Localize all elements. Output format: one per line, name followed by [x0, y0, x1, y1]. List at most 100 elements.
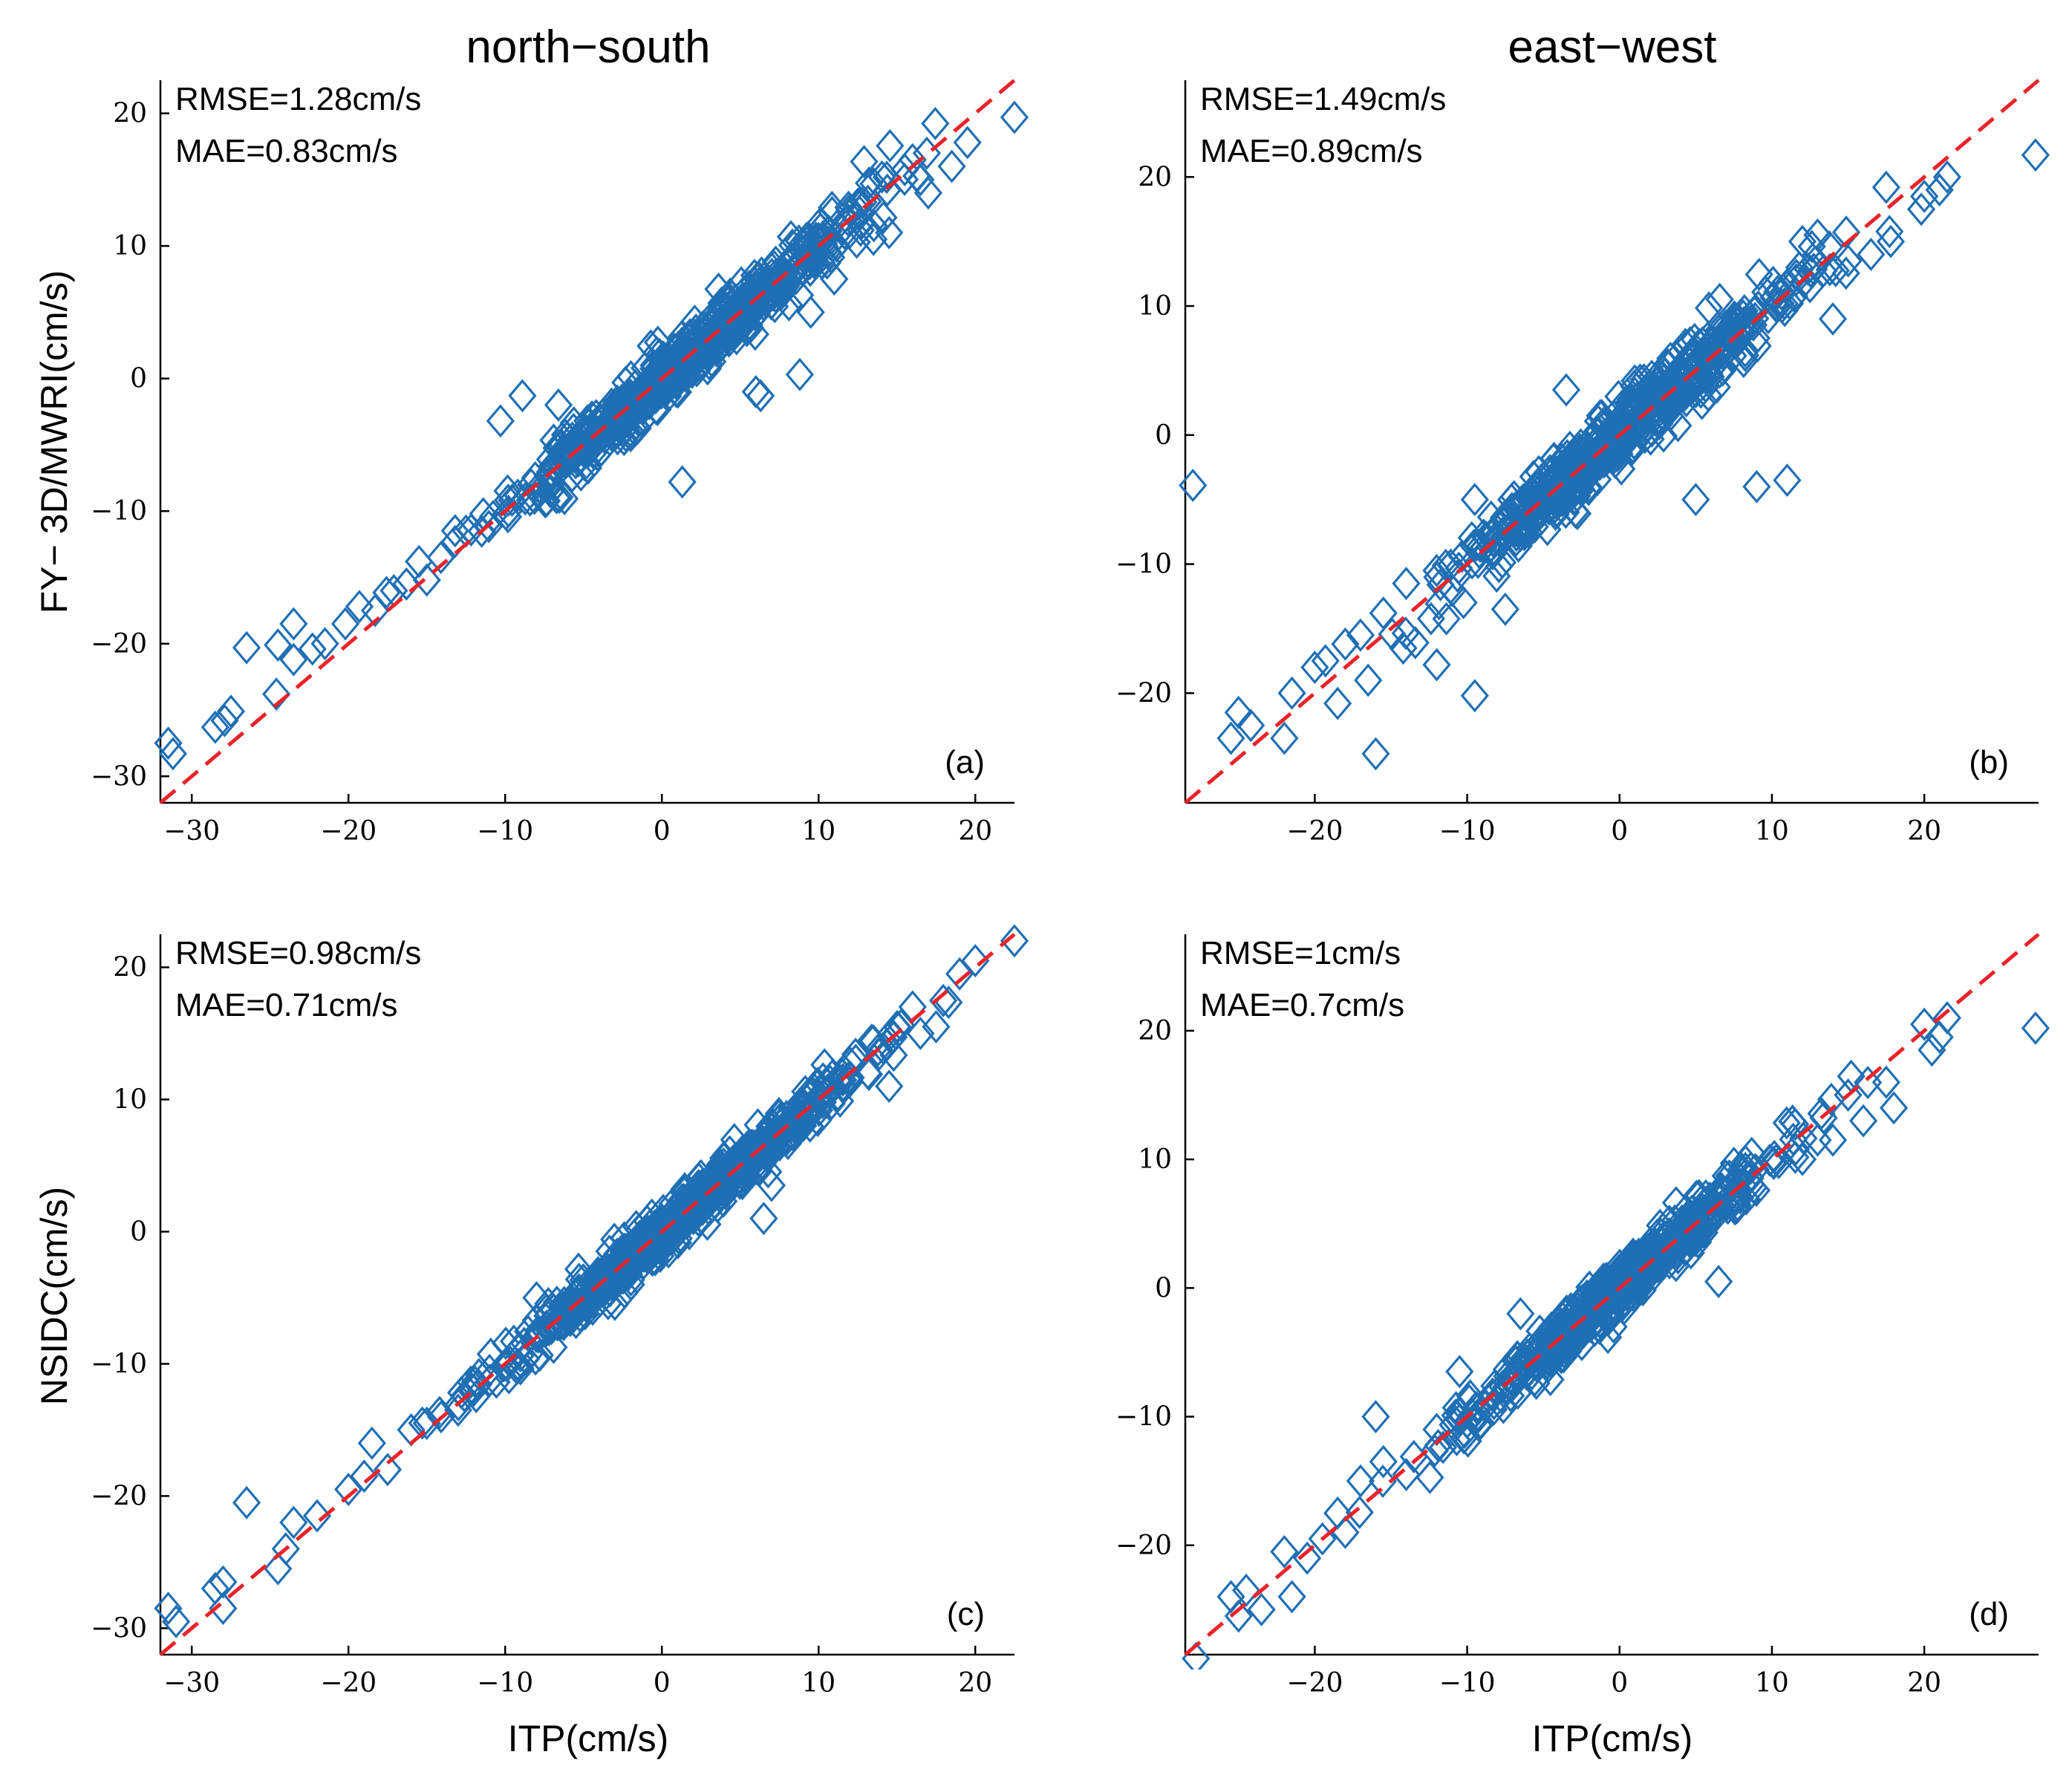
scatter-point — [1513, 1338, 1542, 1372]
scatter-point — [1224, 695, 1253, 729]
scatter-point — [271, 1532, 300, 1566]
scatter-point — [1925, 173, 1954, 207]
scatter-point — [1593, 1320, 1623, 1355]
scatter-point — [1392, 567, 1421, 601]
scatter-point — [1300, 651, 1329, 685]
scatter-point — [310, 627, 339, 661]
scatter-point — [854, 1058, 884, 1092]
scatter-point — [850, 145, 879, 179]
scatter-point — [1538, 1329, 1567, 1364]
scatter-point — [796, 295, 825, 329]
scatter-point — [785, 357, 815, 391]
scatter-point — [1744, 258, 1773, 292]
scatter-point — [1910, 179, 1939, 213]
scatter-point — [1918, 1033, 1946, 1067]
x-tick-label: −10 — [1439, 816, 1496, 847]
scatter-point — [1626, 1269, 1655, 1303]
scatter-point — [746, 379, 775, 413]
scatter-point — [457, 513, 486, 547]
scatter-point — [1693, 321, 1722, 355]
scatter-point — [640, 1211, 669, 1245]
y-axis-title-top-row: FY− 3D/MWRI(cm/s) — [33, 270, 75, 613]
y-tick-label: 20 — [1138, 1016, 1172, 1046]
scatter-point — [232, 1485, 261, 1519]
reference-line-1to1 — [1184, 933, 2040, 1656]
scatter-point — [232, 631, 261, 665]
scatter-point — [668, 465, 697, 499]
scatter-point — [1422, 648, 1451, 682]
scatter-point — [1369, 1444, 1398, 1479]
scatter-point — [841, 202, 871, 236]
scatter-point — [864, 1037, 894, 1071]
scatter-point — [1551, 373, 1581, 407]
scatter-point — [835, 216, 864, 250]
scatter-point — [444, 1388, 473, 1422]
scatter-point — [524, 470, 553, 504]
panel-label: (d) — [1969, 1596, 2009, 1632]
scatter-point — [554, 441, 583, 475]
scatter-point — [1742, 469, 1771, 504]
scatter-point — [216, 694, 246, 729]
reference-line-1to1 — [159, 79, 1016, 804]
scatter-point — [1182, 1641, 1211, 1669]
scatter-point — [1731, 1144, 1760, 1179]
scatter-point — [1932, 1001, 1961, 1035]
scatter-point — [1694, 291, 1724, 325]
panel-d: −20 −10 0 10 20 −20 −10 0 10 20 RMSE=1cm/s MAE=0.7c… — [1115, 933, 2050, 1698]
scatter-point — [475, 1364, 504, 1398]
scatter-point — [1401, 625, 1430, 659]
scatter-point — [1346, 618, 1375, 652]
scatter-point — [588, 1265, 617, 1300]
scatter-point — [1432, 602, 1461, 636]
scatter-point — [720, 309, 749, 343]
scatter-point — [512, 1342, 541, 1376]
scatter-point — [1675, 326, 1704, 360]
scatter-point — [741, 375, 770, 409]
scatter-point — [1587, 398, 1616, 432]
scatter-point — [1459, 529, 1488, 563]
scatter-point — [835, 193, 864, 227]
scatter-point — [1763, 275, 1792, 309]
scatter-point — [879, 1020, 908, 1055]
x-tick-label: −10 — [477, 1668, 533, 1698]
scatter-point — [2021, 138, 2050, 172]
scatter-point — [405, 544, 434, 579]
scatter-point — [1671, 328, 1700, 362]
scatter-point — [1449, 585, 1478, 619]
scatter-point — [1551, 495, 1580, 530]
x-tick-label: 0 — [654, 1668, 671, 1698]
reference-line-1to1 — [159, 933, 1016, 1656]
scatter-point — [843, 187, 873, 221]
scatter-point — [765, 1128, 795, 1162]
scatter-point — [902, 159, 931, 193]
scatter-point — [1857, 238, 1886, 272]
scatter-point — [493, 474, 522, 508]
scatter-point — [1645, 1232, 1674, 1265]
scatter-point — [1436, 548, 1465, 582]
scatter-point — [1000, 924, 1029, 958]
rmse-label: RMSE=1cm/s — [1200, 935, 1401, 971]
scatter-point — [785, 237, 814, 270]
y-axis-title-bottom-row: NSIDC(cm/s) — [33, 1187, 75, 1405]
scatter-point — [1603, 411, 1632, 445]
scatter-point — [1674, 1205, 1703, 1239]
scatter-point — [748, 283, 777, 317]
x-tick-label: 20 — [1907, 1668, 1941, 1698]
scatter-point — [1772, 269, 1801, 303]
y-tick-label: 10 — [113, 231, 147, 261]
scatter-point — [1574, 1300, 1603, 1334]
scatter-point — [1560, 469, 1589, 503]
scatter-point — [578, 1292, 607, 1326]
scatter-point — [412, 563, 441, 597]
scatter-point — [875, 1069, 904, 1104]
scatter-point — [922, 1010, 951, 1044]
scatter-point — [1681, 483, 1710, 517]
scatter-point — [1721, 327, 1750, 361]
scatter-point — [1237, 708, 1265, 743]
scatter-point — [1541, 498, 1570, 532]
scatter-point — [1378, 617, 1407, 651]
scatter-point — [508, 379, 537, 413]
scatter-point — [1797, 229, 1826, 264]
scatter-point — [210, 703, 239, 737]
